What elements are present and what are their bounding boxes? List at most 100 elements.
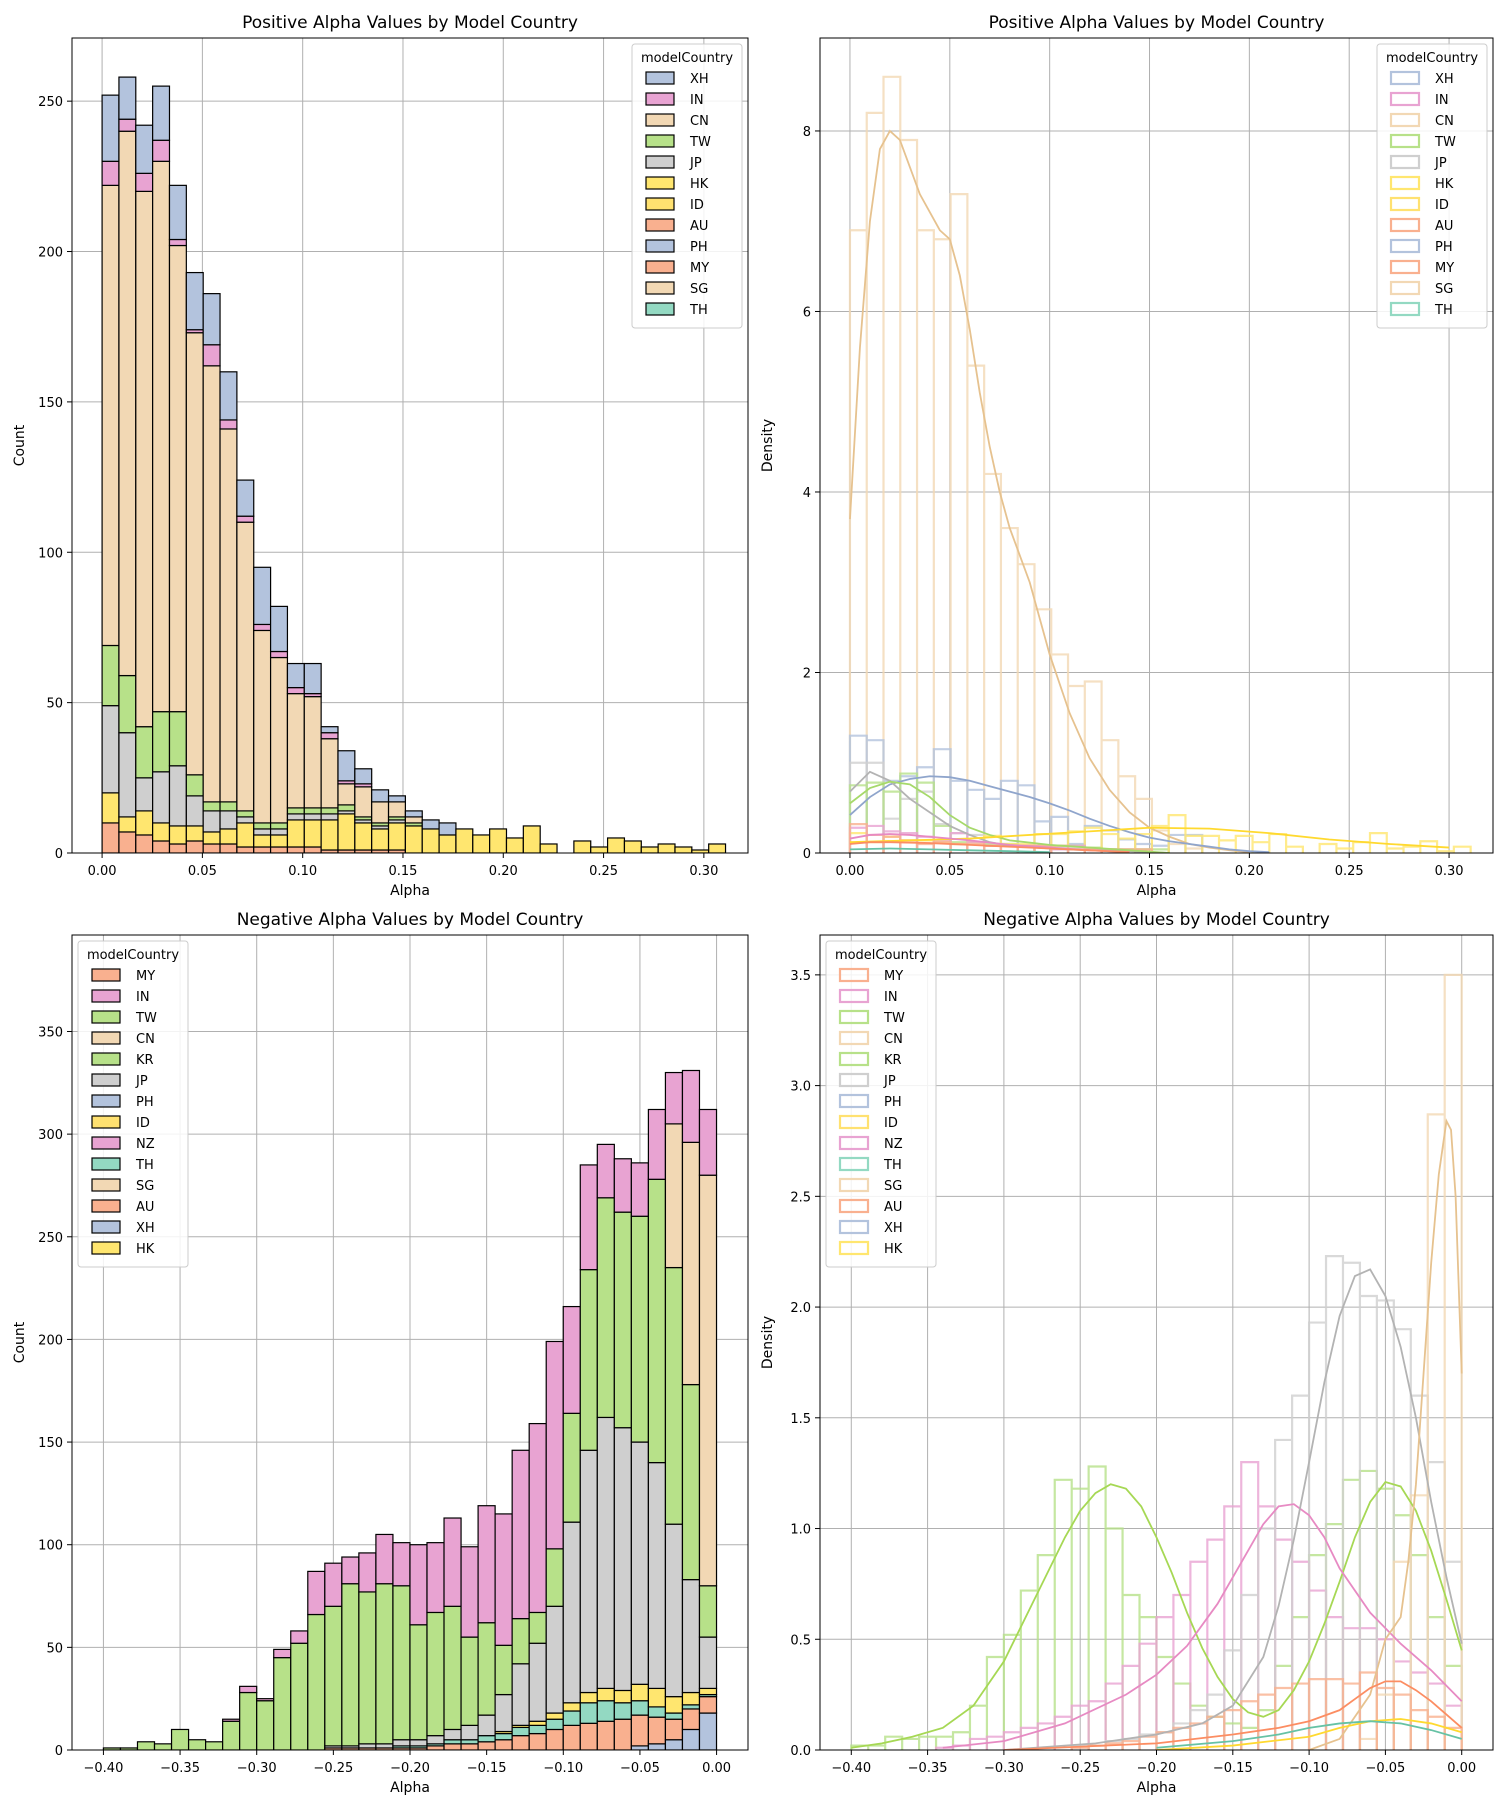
legend-swatch-my [1389,259,1421,275]
legend-entry-label: AU [1435,219,1453,234]
bar-cn [253,629,272,824]
legend-swatch-hk [645,176,675,190]
bar-kr [273,1657,292,1750]
bar-hk [101,792,120,824]
y-axis-label: Density [760,419,776,472]
legend-box [1376,43,1488,329]
bar-cn [152,160,171,713]
bar-xh [253,566,272,626]
legend-entry-label: SG [136,1179,154,1194]
bar-jp [494,1693,513,1733]
legend-entry-label: TW [883,1011,905,1026]
x-tick-label: 0.30 [689,864,718,879]
bar-hk [528,1720,547,1726]
bar-nz [562,1305,581,1414]
bar-hk [303,819,322,848]
legend-swatch-nz [91,1136,121,1150]
bar-cn [118,130,137,677]
bar-th [596,1700,615,1722]
bar-au [630,1714,649,1747]
bar-jp [358,1743,377,1749]
x-tick-label: 0.15 [389,864,418,879]
x-tick-label: 0.00 [835,864,864,879]
negative-alpha-count-histogram: −0.40 −0.35 −0.30 −0.25 −0.20 −0.15 −0.10 −0.05… [12,910,749,1796]
bar-hk [135,810,154,836]
legend-swatch-jp [838,1072,870,1088]
bar-au [596,1720,615,1750]
bar-th [562,1710,581,1726]
y-tick-label: 2.0 [790,1301,811,1316]
bar-jp [562,1521,581,1704]
legend-title: modelCountry [1386,51,1478,66]
bar-th [528,1724,547,1735]
y-tick-label: 250 [38,1231,63,1246]
bar-kr [511,1618,530,1665]
legend-entry-label: TW [135,1011,157,1026]
bar-kr [341,1583,360,1747]
chart-title: Positive Alpha Values by Model Country [242,13,578,33]
legend-swatch-sg [645,281,675,295]
legend-swatch-my [838,967,870,983]
bar-in [269,650,289,659]
bar-cn [664,1123,684,1269]
bar-kr [596,1197,615,1419]
bar-hk [286,819,305,848]
y-tick-label: 6 [803,305,811,320]
bar-tw [168,711,187,767]
bar-jp [664,1523,684,1698]
legend-swatch-tw [838,1009,870,1025]
bar-in [135,172,154,192]
bar-kr [222,1720,241,1750]
legend-entry-label: KR [884,1053,902,1068]
bar-xh [168,184,187,241]
y-axis-label: Count [12,424,28,466]
bar-cn [168,244,187,713]
legend-entry-label: TH [689,303,708,318]
bar-jp [545,1605,564,1714]
y-tick-label: 250 [38,95,63,110]
x-tick-label: −0.25 [313,1761,353,1776]
bar-hk [438,834,457,853]
bar-cn [681,1141,701,1386]
bar-cn [269,656,289,824]
x-tick-label: −0.20 [1137,1761,1177,1776]
legend-swatch-hk [1389,175,1421,191]
legend-title: modelCountry [87,948,179,963]
legend-entry-label: MY [884,969,903,984]
bar-au [185,840,204,853]
y-tick-label: 200 [38,246,63,261]
legend-entry-label: KR [136,1053,154,1068]
bar-xh [337,750,356,782]
x-axis-label: Alpha [1137,883,1177,899]
bar-hk [522,825,541,853]
bar-nz [613,1158,632,1213]
bar-th [647,1706,667,1718]
bar-kr [562,1412,581,1523]
bar-jp [477,1714,496,1737]
x-tick-label: 0.00 [88,864,117,879]
legend-entry-label: NZ [136,1137,155,1152]
bar-kr [426,1611,445,1737]
bar-th [477,1735,496,1743]
bar-tw [236,810,255,818]
kde-line-nz [942,1503,1463,1749]
bar-xh [404,810,423,818]
legend-swatch-th [91,1157,121,1171]
legend-entry-label: CN [884,1032,903,1047]
legend-entry-label: IN [690,93,704,108]
legend-entry-label: XH [884,1221,903,1236]
bar-au [135,834,154,853]
legend-swatch-au [1389,217,1421,233]
x-tick-label: 0.05 [188,864,217,879]
bar-in [152,139,171,162]
bar-hk [472,834,491,853]
bar-jp [460,1724,479,1741]
bar-th [460,1739,479,1745]
legend-entry-label: AU [690,219,708,234]
bar-cn [698,1174,718,1587]
bar-hk [573,840,592,853]
legend-swatch-id [645,197,675,211]
legend-entry-label: JP [1434,156,1447,171]
bar-au [698,1696,718,1714]
x-tick-label: −0.05 [620,1761,660,1776]
